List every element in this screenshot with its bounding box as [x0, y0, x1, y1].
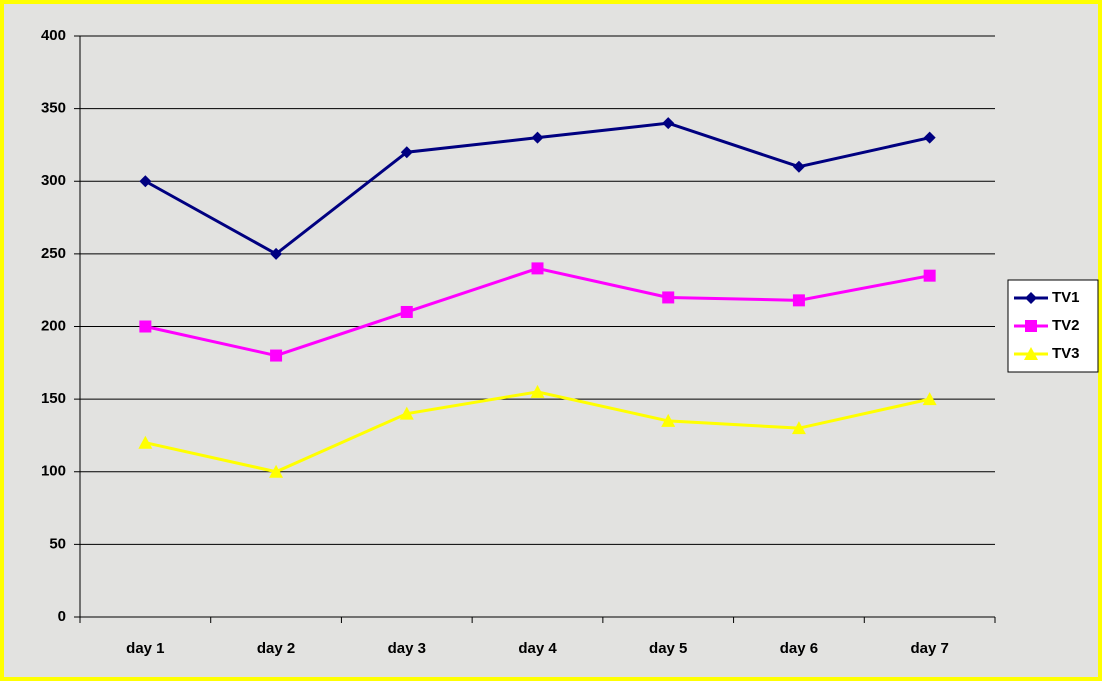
marker [791, 421, 806, 435]
marker [661, 413, 676, 427]
marker [138, 435, 153, 449]
marker [922, 392, 937, 406]
y-tick-label: 400 [41, 27, 66, 44]
marker [139, 175, 152, 188]
marker [270, 349, 283, 362]
marker [662, 291, 675, 304]
legend-label: TV2 [1052, 317, 1080, 334]
marker [139, 320, 152, 333]
marker [530, 384, 545, 398]
marker [792, 160, 805, 173]
y-tick-label: 300 [41, 172, 66, 189]
x-tick-label: day 3 [388, 640, 426, 657]
y-tick-label: 200 [41, 317, 66, 334]
y-tick-label: 0 [58, 608, 66, 625]
legend-marker [1025, 320, 1037, 332]
marker [923, 131, 936, 144]
x-tick-label: day 7 [910, 640, 948, 657]
marker [923, 269, 936, 282]
y-tick-label: 100 [41, 463, 66, 480]
marker [531, 262, 544, 275]
y-tick-label: 50 [49, 535, 66, 552]
y-tick-label: 250 [41, 245, 66, 262]
legend-label: TV1 [1052, 289, 1080, 306]
marker [269, 464, 284, 478]
x-tick-label: day 2 [257, 640, 295, 657]
marker [399, 406, 414, 420]
x-tick-label: day 1 [126, 640, 164, 657]
marker [662, 117, 675, 130]
x-tick-label: day 6 [780, 640, 818, 657]
marker [400, 305, 413, 318]
marker [792, 294, 805, 307]
x-tick-label: day 4 [518, 640, 557, 657]
y-tick-label: 150 [41, 390, 66, 407]
marker [400, 146, 413, 159]
marker [531, 131, 544, 144]
legend-marker [1024, 347, 1038, 360]
y-tick-label: 350 [41, 100, 66, 117]
marker [270, 247, 283, 260]
legend-marker [1025, 292, 1037, 304]
x-tick-label: day 5 [649, 640, 687, 657]
legend-label: TV3 [1052, 345, 1080, 362]
